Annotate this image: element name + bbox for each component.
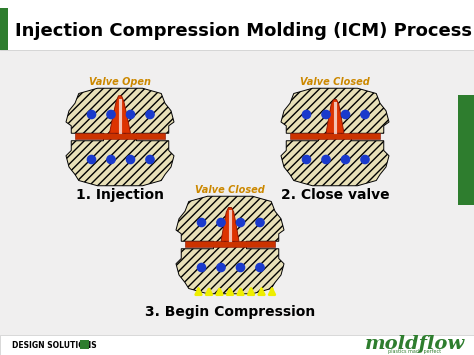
Circle shape — [197, 263, 206, 272]
Text: 2. Close valve: 2. Close valve — [281, 188, 389, 202]
Polygon shape — [290, 133, 380, 138]
Circle shape — [256, 218, 264, 226]
Polygon shape — [281, 88, 389, 143]
Circle shape — [87, 110, 96, 119]
FancyBboxPatch shape — [0, 8, 8, 50]
Polygon shape — [176, 246, 284, 294]
Polygon shape — [185, 241, 275, 246]
FancyBboxPatch shape — [0, 50, 474, 335]
FancyBboxPatch shape — [0, 0, 474, 11]
Text: moldflow: moldflow — [365, 335, 465, 353]
Text: Valve Open: Valve Open — [89, 77, 151, 87]
Circle shape — [107, 155, 115, 164]
Circle shape — [256, 263, 264, 272]
Circle shape — [302, 155, 310, 164]
Text: Valve Closed: Valve Closed — [300, 77, 370, 87]
Circle shape — [361, 110, 369, 119]
Circle shape — [302, 110, 310, 119]
Circle shape — [322, 110, 330, 119]
Circle shape — [127, 110, 135, 119]
Circle shape — [361, 155, 369, 164]
Text: plastics made perfect: plastics made perfect — [388, 349, 442, 354]
Polygon shape — [176, 196, 284, 251]
Circle shape — [217, 263, 225, 272]
Text: 3. Begin Compression: 3. Begin Compression — [145, 305, 315, 319]
FancyBboxPatch shape — [0, 335, 474, 355]
Circle shape — [146, 155, 154, 164]
FancyBboxPatch shape — [0, 8, 474, 50]
FancyBboxPatch shape — [80, 340, 89, 349]
Text: DESIGN SOLUTIONS: DESIGN SOLUTIONS — [12, 340, 97, 350]
Circle shape — [87, 155, 96, 164]
Text: Valve Closed: Valve Closed — [195, 185, 265, 195]
Circle shape — [107, 110, 115, 119]
Polygon shape — [281, 138, 389, 186]
Polygon shape — [75, 133, 165, 138]
Polygon shape — [66, 138, 174, 186]
Circle shape — [322, 155, 330, 164]
Text: 1. Injection: 1. Injection — [76, 188, 164, 202]
Polygon shape — [109, 96, 130, 133]
Circle shape — [197, 218, 206, 226]
Circle shape — [341, 155, 350, 164]
Circle shape — [127, 155, 135, 164]
Polygon shape — [221, 208, 239, 241]
FancyBboxPatch shape — [458, 95, 474, 205]
Circle shape — [237, 263, 245, 272]
Circle shape — [237, 218, 245, 226]
Circle shape — [217, 218, 225, 226]
Polygon shape — [326, 99, 344, 133]
Polygon shape — [66, 88, 174, 143]
Circle shape — [146, 110, 154, 119]
Circle shape — [341, 110, 350, 119]
Text: Injection Compression Molding (ICM) Process: Injection Compression Molding (ICM) Proc… — [15, 22, 472, 40]
